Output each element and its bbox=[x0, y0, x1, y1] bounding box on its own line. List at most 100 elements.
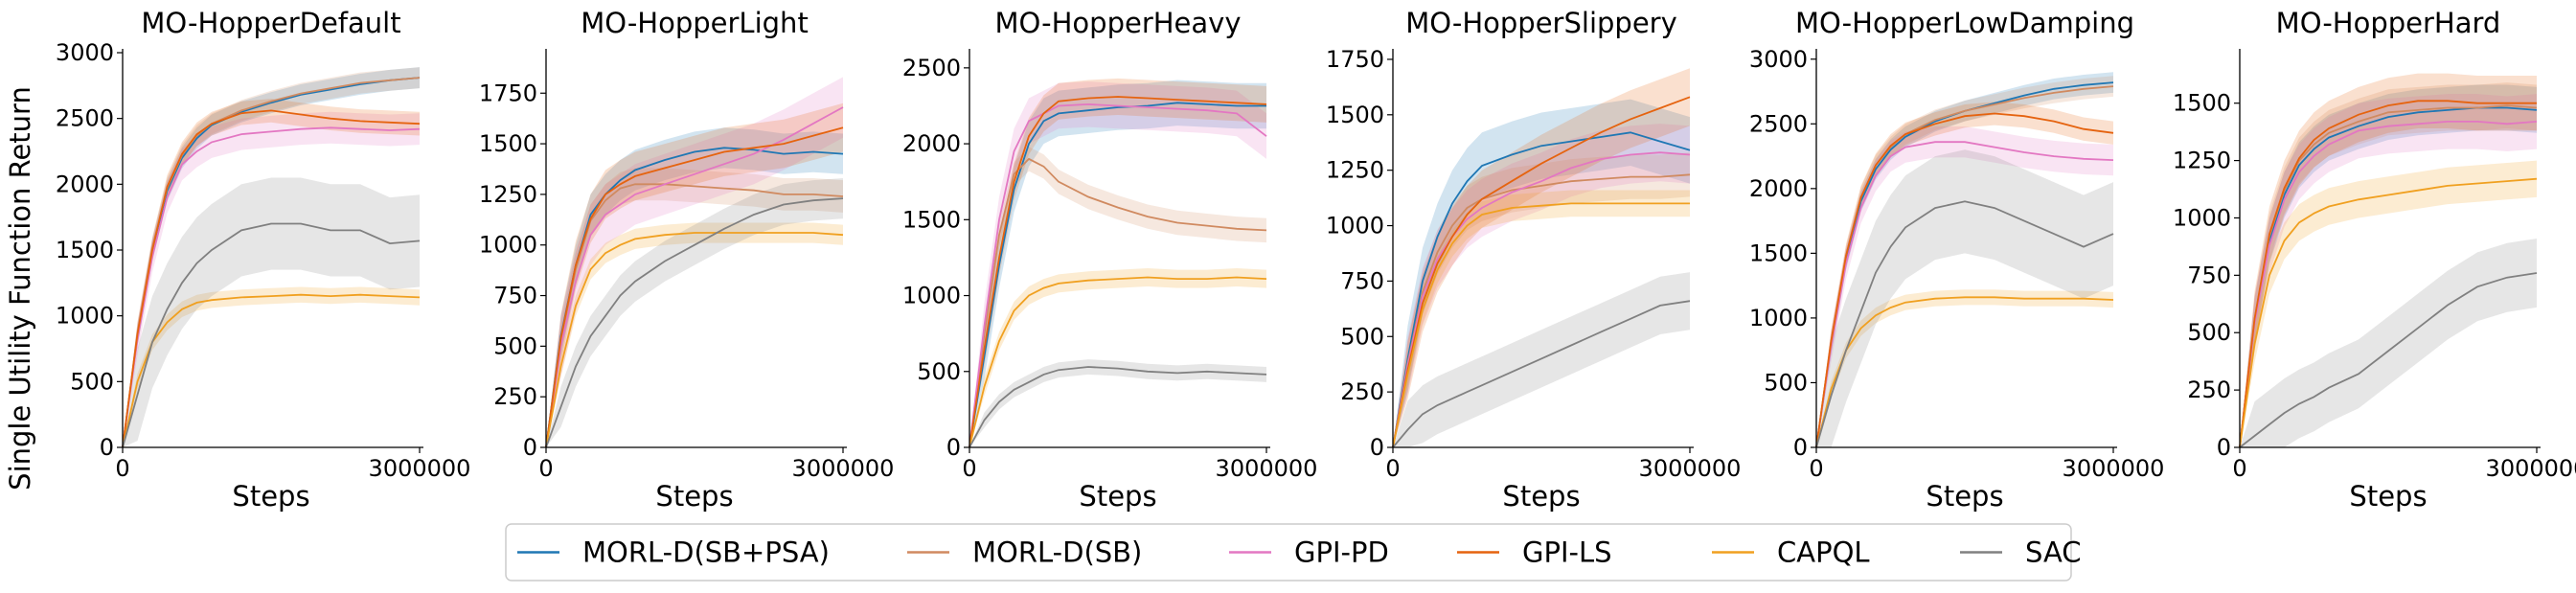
y-tick-label: 1250 bbox=[2173, 148, 2231, 174]
series-line bbox=[1392, 202, 1690, 448]
legend-label: GPI-PD bbox=[1294, 536, 1389, 569]
confidence-band bbox=[123, 286, 420, 447]
y-tick-label: 1500 bbox=[2173, 90, 2231, 117]
y-tick-label: 500 bbox=[1764, 369, 1808, 396]
legend-label: SAC bbox=[2025, 536, 2082, 569]
legend-frame bbox=[505, 523, 2072, 582]
confidence-band bbox=[1393, 190, 1690, 447]
confidence-band bbox=[2240, 84, 2537, 447]
confidence-band bbox=[969, 78, 1266, 448]
legend: MORL-D(SB+PSA) MORL-D(SB) GPI-PD GPI-LS CAPQ… bbox=[505, 523, 2082, 582]
y-tick-label: 250 bbox=[2187, 376, 2231, 403]
x-axis-label: Steps bbox=[2349, 480, 2427, 513]
series-line bbox=[1392, 131, 1691, 448]
x-tick-label: 3000000 bbox=[2486, 455, 2576, 482]
confidence-band bbox=[1816, 149, 2113, 448]
y-tick-label: 1000 bbox=[1326, 213, 1384, 239]
x-axis-label: Steps bbox=[232, 480, 309, 513]
y-tick-label: 750 bbox=[493, 283, 537, 309]
panels: MO-HopperDefault050010001500200025003000… bbox=[56, 7, 2576, 513]
confidence-band bbox=[969, 81, 1266, 447]
legend-label: MORL-D(SB+PSA) bbox=[582, 536, 830, 569]
legend-label: CAPQL bbox=[1777, 536, 1870, 569]
y-tick-label: 1000 bbox=[56, 303, 114, 330]
x-axis-label: Steps bbox=[655, 480, 733, 513]
series-line bbox=[969, 157, 1267, 448]
y-tick-label: 2500 bbox=[902, 55, 961, 81]
y-tick-label: 1000 bbox=[1749, 305, 1808, 331]
y-tick-label: 1000 bbox=[479, 232, 537, 259]
series-line bbox=[1392, 173, 1691, 448]
confidence-band bbox=[2240, 239, 2537, 447]
subplot: MO-HopperLight 0 250 500 750 1000 1250 1500 1750… bbox=[479, 7, 895, 513]
x-axis-label: Steps bbox=[1079, 480, 1156, 513]
subplot: MO-HopperLowDamping 0 500 1000 1500 2000 2500 3… bbox=[1749, 7, 2165, 513]
y-tick-label: 0 bbox=[946, 434, 961, 461]
series-line bbox=[122, 126, 421, 448]
y-tick-label: 1500 bbox=[902, 206, 961, 233]
series-line bbox=[122, 293, 421, 448]
y-tick-label: 0 bbox=[100, 434, 114, 461]
y-tick-label: 750 bbox=[1340, 267, 1384, 294]
x-tick-label: 0 bbox=[962, 455, 976, 482]
series-line bbox=[1392, 151, 1691, 448]
series-line bbox=[1815, 200, 2114, 448]
y-tick-label: 0 bbox=[1370, 434, 1384, 461]
y-tick-label: 250 bbox=[1340, 378, 1384, 405]
confidence-band bbox=[969, 80, 1266, 447]
y-tick-label: 500 bbox=[70, 368, 114, 395]
y-tick-label: 3000 bbox=[1749, 46, 1808, 73]
x-tick-label: 0 bbox=[1385, 455, 1400, 482]
y-tick-label: 1750 bbox=[1326, 46, 1384, 73]
series-line bbox=[969, 102, 1266, 448]
x-tick-label: 0 bbox=[538, 455, 553, 482]
series-line bbox=[1815, 296, 2114, 448]
series-line bbox=[1815, 141, 2114, 448]
series-line bbox=[1392, 300, 1691, 448]
y-tick-label: 1500 bbox=[56, 237, 114, 263]
y-tick-label: 750 bbox=[2187, 262, 2231, 288]
series-line bbox=[2239, 177, 2538, 448]
series-line bbox=[545, 232, 844, 448]
y-tick-label: 1000 bbox=[2173, 204, 2231, 231]
confidence-band bbox=[2240, 73, 2537, 447]
x-tick-label: 3000000 bbox=[369, 455, 471, 482]
confidence-band bbox=[1393, 124, 1690, 447]
x-tick-label: 3000000 bbox=[792, 455, 895, 482]
series-line bbox=[1815, 112, 2114, 448]
confidence-band bbox=[1816, 289, 2113, 447]
confidence-band bbox=[2240, 82, 2537, 447]
subplot-title: MO-HopperLowDamping bbox=[1795, 7, 2134, 39]
series-line bbox=[969, 103, 1267, 448]
subplot-title: MO-HopperDefault bbox=[141, 7, 400, 39]
series-line bbox=[545, 126, 844, 448]
subplot: MO-HopperHard 0 250 500 750 1000 1250 1500 0 3000… bbox=[2173, 7, 2576, 513]
series-line bbox=[969, 96, 1267, 448]
x-tick-label: 0 bbox=[2232, 455, 2246, 482]
x-tick-label: 0 bbox=[115, 455, 129, 482]
series-line bbox=[2239, 100, 2537, 448]
series-line bbox=[545, 197, 844, 448]
series-line bbox=[2239, 121, 2538, 448]
y-tick-label: 1500 bbox=[1326, 102, 1384, 128]
y-tick-label: 2000 bbox=[56, 171, 114, 197]
subplot-title: MO-HopperHard bbox=[2276, 7, 2501, 39]
y-tick-label: 3000 bbox=[56, 39, 114, 66]
series-line bbox=[122, 109, 421, 448]
x-axis-label: Steps bbox=[1502, 480, 1580, 513]
y-tick-label: 0 bbox=[1793, 434, 1808, 461]
confidence-band bbox=[2240, 94, 2537, 447]
subplot: MO-HopperHeavy 0 500 1000 1500 2000 2500 0 30000… bbox=[902, 7, 1318, 513]
legend-label: MORL-D(SB) bbox=[972, 536, 1142, 569]
x-tick-label: 0 bbox=[1809, 455, 1823, 482]
series-line bbox=[122, 222, 421, 448]
y-tick-label: 2000 bbox=[902, 130, 961, 157]
confidence-band bbox=[123, 99, 420, 447]
x-axis-label: Steps bbox=[1926, 480, 2003, 513]
x-tick-label: 3000000 bbox=[2063, 455, 2165, 482]
confidence-band bbox=[546, 127, 843, 447]
confidence-band bbox=[969, 359, 1266, 447]
y-axis-label: Single Utility Function Return bbox=[4, 86, 36, 490]
series-line bbox=[545, 183, 844, 448]
